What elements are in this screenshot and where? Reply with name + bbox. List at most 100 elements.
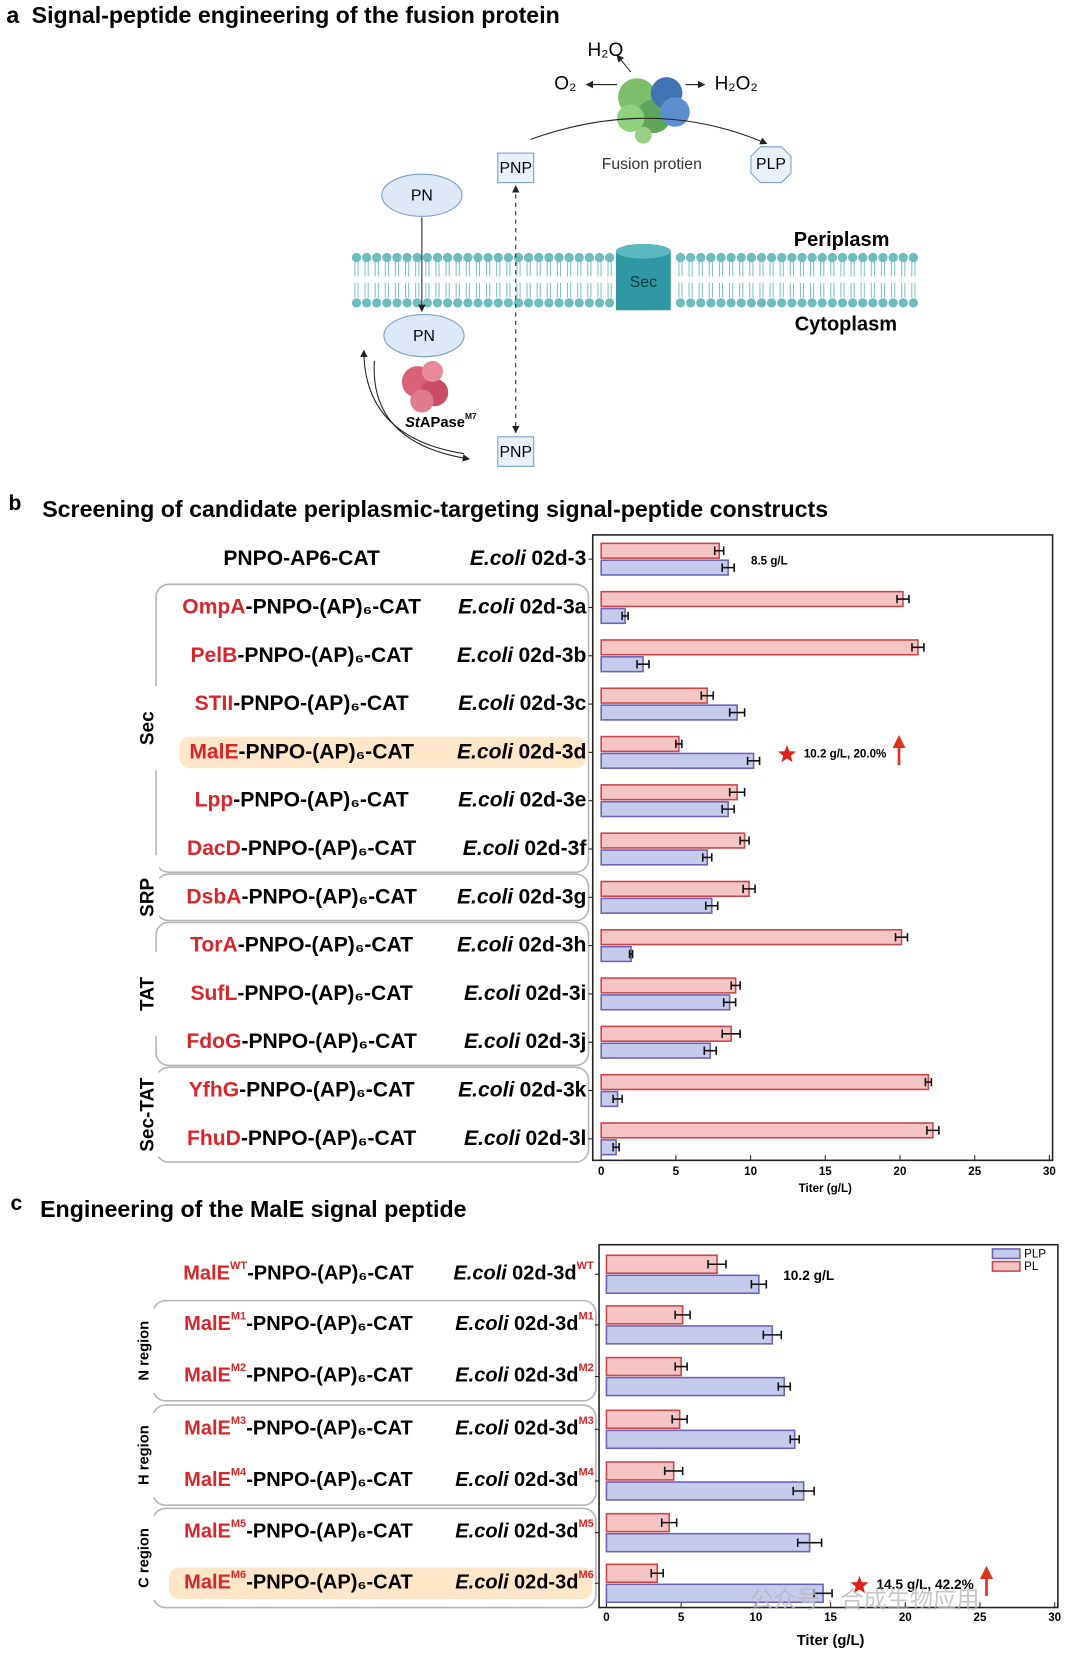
lipid-head <box>412 252 422 263</box>
strain: 02d-3j <box>525 1030 586 1053</box>
bar <box>605 1563 659 1584</box>
enzyme-name: APase <box>420 415 465 431</box>
lipid-head <box>372 252 382 263</box>
lipid-tail <box>465 261 470 298</box>
plot-frame <box>591 534 1054 1162</box>
sec-channel <box>615 251 671 311</box>
lipid-tail <box>475 261 481 298</box>
strain: 02d-3d <box>514 1418 579 1440</box>
lipid-head <box>463 252 473 263</box>
lipid-tail <box>374 261 379 298</box>
lipid-head <box>827 252 837 263</box>
error-bar <box>926 1126 940 1135</box>
lipid-head <box>837 252 848 263</box>
construct-name: -PNPO-(AP)₆-CAT <box>241 1030 417 1053</box>
lipid-head <box>736 252 746 263</box>
bar <box>605 1325 774 1345</box>
lipid-tail <box>708 261 713 298</box>
error-bar <box>660 1518 678 1527</box>
bar <box>600 687 709 704</box>
lipid-head <box>696 298 706 308</box>
signal-name: MalE <box>184 1521 231 1543</box>
lipid-head <box>544 298 554 308</box>
lipid-head <box>372 298 382 308</box>
strain: 02d-3l <box>525 1126 586 1149</box>
lipid-head <box>432 252 443 263</box>
bar <box>605 1305 684 1325</box>
bar <box>605 1481 805 1501</box>
group-label: H region <box>136 1425 152 1485</box>
lipid-head <box>442 252 453 263</box>
lipid-head <box>503 298 513 308</box>
lipid-head <box>392 252 402 263</box>
lipid-head <box>878 298 888 308</box>
x-tick-label: 15 <box>824 1611 837 1624</box>
lipid-tail <box>415 261 420 298</box>
group-label: SRP <box>138 878 159 917</box>
strain-label: E.coli 02d-3dM1 <box>455 1310 594 1335</box>
bar <box>605 1429 796 1450</box>
bar <box>605 1409 681 1430</box>
strain: 02d-3d <box>514 1469 579 1491</box>
legend-label: PLP <box>1024 1247 1046 1260</box>
lipid-head <box>797 298 807 308</box>
species: E.coli <box>455 1313 509 1335</box>
annotation: 10.2 g/L, 20.0% <box>804 748 887 761</box>
strain-label: E.coli 02d-3dM5 <box>455 1518 594 1543</box>
strain: 02d-3b <box>518 643 586 666</box>
strain-label: E.coli 02d-3b <box>457 643 587 666</box>
construct-name: -PNPO-(AP)₆-CAT <box>237 981 413 1004</box>
enzyme-sup: M7 <box>465 411 477 421</box>
strain: 02d-3d <box>514 1313 579 1335</box>
error-bar <box>924 1077 933 1087</box>
error-bar <box>896 594 910 604</box>
enzyme-label: StAPaseM7 <box>405 411 477 431</box>
lipid-head <box>898 252 908 263</box>
lipid-head <box>473 298 483 308</box>
lipid-head <box>837 298 848 308</box>
lipid-tail <box>870 261 875 298</box>
mutant-sup: WT <box>230 1260 247 1272</box>
error-bar <box>650 1569 665 1578</box>
lipid-head <box>432 298 443 308</box>
lipid-head <box>685 252 696 263</box>
row-label: MalE-PNPO-(AP)₆-CAT <box>189 740 414 763</box>
x-tick-label: 10 <box>744 1165 757 1178</box>
lipid-tail <box>435 261 440 298</box>
row-label: SufL-PNPO-(AP)₆-CAT <box>191 981 413 1004</box>
lipid-tail <box>354 261 359 298</box>
lipid-head <box>746 298 756 308</box>
signal-name: MalE <box>189 740 238 763</box>
strain-label: E.coli 02d-3c <box>458 692 587 715</box>
x-tick-label: 25 <box>974 1611 987 1624</box>
lipid-head <box>483 252 493 263</box>
lipid-tail <box>891 261 896 298</box>
construct-name: -PNPO-(AP)₆-CAT <box>241 837 417 860</box>
strain: 02d-3f <box>524 837 587 860</box>
error-bar <box>621 611 629 621</box>
lipid-tail <box>688 261 693 298</box>
error-bar <box>894 932 909 942</box>
x-tick-label: 10 <box>749 1611 762 1624</box>
strain-sup: M3 <box>578 1415 593 1427</box>
h2o2-label: H₂O₂ <box>715 74 758 95</box>
group-label: N region <box>136 1321 152 1381</box>
error-bar <box>674 1362 688 1371</box>
lipid-head <box>675 252 686 263</box>
species: E.coli <box>457 643 514 666</box>
species: E.coli <box>455 1365 509 1387</box>
bar <box>605 1461 675 1481</box>
lipid-head <box>888 298 898 308</box>
strain-label: E.coli 02d-3dM4 <box>455 1466 594 1491</box>
x-tick-label: 0 <box>603 1611 609 1624</box>
star <box>850 1575 869 1594</box>
strain: 02d-3d <box>514 1572 579 1594</box>
lipid-tail <box>405 261 410 298</box>
error-bar <box>628 949 634 959</box>
group-label-bg <box>133 1515 156 1601</box>
error-bar <box>728 708 746 717</box>
bar <box>600 928 903 946</box>
error-bar <box>674 1310 691 1320</box>
strain-label: E.coli 02d-3i <box>464 981 586 1004</box>
error-bar <box>792 1486 815 1496</box>
